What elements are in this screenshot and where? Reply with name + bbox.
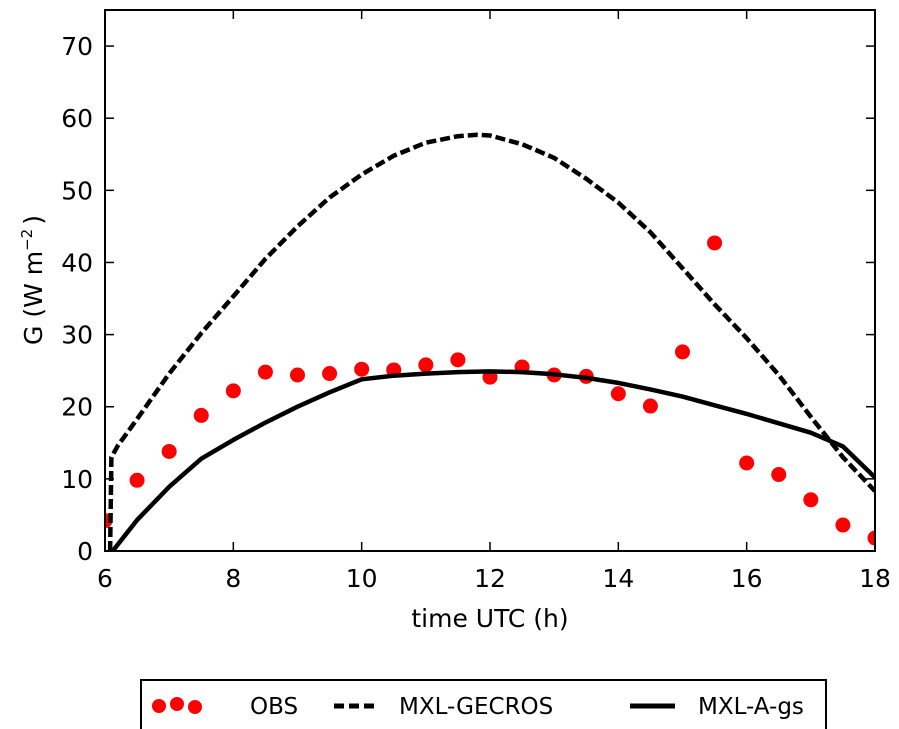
y-tick-label-10: 10	[61, 465, 93, 494]
legend-obs-marker-3	[188, 700, 202, 714]
x-axis-label: time UTC (h)	[411, 604, 568, 633]
y-tick-label-0: 0	[77, 537, 93, 566]
legend: OBS MXL-GECROS MXL-A-gs	[140, 679, 827, 729]
y-axis-label: G (W m−2)	[18, 215, 48, 345]
legend-entry-mxl-gecros: MXL-GECROS	[334, 694, 553, 720]
obs-point-10	[418, 357, 434, 373]
y-axis: 0 10 20 30 40 50 60 70	[61, 32, 875, 566]
obs-point-23	[835, 517, 851, 533]
legend-entry-obs: OBS	[152, 694, 298, 720]
x-axis: 6 8 10 12 14 16 18	[97, 10, 891, 593]
y-tick-label-40: 40	[61, 248, 93, 277]
obs-point-22	[803, 492, 819, 508]
y-axis-label-main: G (W m	[19, 251, 48, 345]
plot-series	[105, 132, 875, 551]
x-tick-label-18: 18	[859, 564, 891, 593]
obs-point-18	[675, 344, 690, 360]
legend-label-mxl-a-gs: MXL-A-gs	[698, 694, 804, 720]
obs-point-7	[322, 366, 338, 382]
mxl-gecros-line	[107, 132, 875, 551]
obs-point-4	[225, 383, 241, 399]
y-tick-label-20: 20	[61, 393, 93, 422]
obs-point-5	[257, 364, 273, 380]
y-tick-label-60: 60	[61, 104, 93, 133]
legend-label-obs: OBS	[250, 694, 298, 720]
obs-point-24	[867, 530, 875, 546]
legend-entry-mxl-a-gs: MXL-A-gs	[630, 694, 804, 720]
plot-frame	[104, 9, 876, 552]
legend-obs-marker-1	[152, 699, 166, 713]
obs-point-2	[161, 443, 177, 459]
legend-frame	[140, 679, 827, 729]
obs-point-8	[354, 361, 370, 377]
obs-point-19	[707, 235, 723, 251]
obs-point-6	[290, 367, 305, 383]
mxl-a-gs-line	[110, 369, 875, 551]
y-tick-label-50: 50	[61, 176, 93, 205]
y-axis-label-superscript: −2	[18, 229, 36, 251]
legend-obs-marker-2	[170, 697, 184, 711]
obs-point-20	[739, 455, 755, 471]
x-tick-label-16: 16	[731, 564, 763, 593]
obs-point-1	[129, 472, 145, 488]
y-tick-label-70: 70	[61, 32, 93, 61]
obs-point-3	[193, 407, 209, 423]
y-tick-label-30: 30	[61, 321, 93, 350]
obs-point-16	[610, 386, 626, 402]
legend-label-mxl-gecros: MXL-GECROS	[399, 694, 553, 720]
obs-point-11	[450, 352, 466, 368]
y-axis-label-close: )	[19, 215, 48, 225]
x-tick-label-10: 10	[346, 564, 378, 593]
obs-point-17	[642, 398, 658, 414]
x-tick-label-12: 12	[474, 564, 506, 593]
obs-point-21	[771, 467, 787, 483]
x-tick-label-14: 14	[602, 564, 634, 593]
x-tick-label-8: 8	[225, 564, 241, 593]
x-tick-label-6: 6	[97, 564, 113, 593]
